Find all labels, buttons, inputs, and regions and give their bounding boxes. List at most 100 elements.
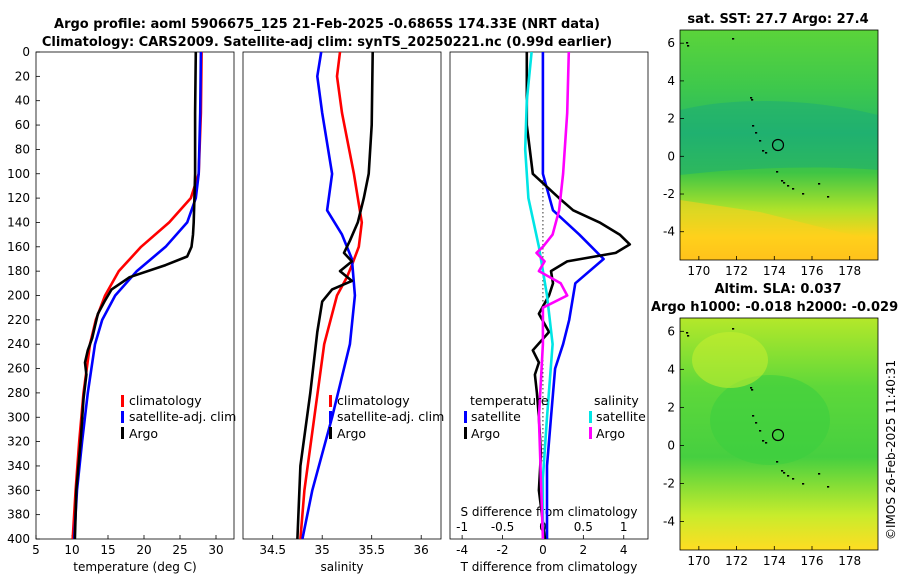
legend-label-climatology: climatology [129,393,202,408]
x-tick-label: 170 [687,554,710,568]
legend-swatch-argo [121,427,124,439]
island-markers [686,38,830,198]
legend-swatch-satellite [121,411,124,423]
x-axis-label: temperature (deg C) [73,560,196,574]
plot-frame [242,51,442,540]
legend-label-argo: Argo [337,426,366,441]
legend-label-t-argo: Argo [471,426,500,441]
sst-map-title: sat. SST: 27.7 Argo: 27.4 [687,12,868,27]
island-marker [751,389,754,391]
y-tick-label: 280 [7,386,30,400]
y-tick-label: 6 [667,36,675,50]
sla-map-frame [679,317,879,551]
sla-map-title-1: Altim. SLA: 0.037 [715,282,842,297]
x-tick-label: 178 [838,264,861,278]
y-tick-label: 300 [7,410,30,424]
x-tick-label: 176 [801,554,824,568]
island-marker [752,415,755,417]
x-tick-label: -4 [456,543,468,557]
argo-position-marker [771,428,785,442]
x2-axis-label: S difference from climatology [461,505,638,519]
island-marker [792,478,795,480]
series-line-t-argo [525,52,632,540]
y-tick-label: 6 [667,324,675,338]
y-tick-label: 40 [15,94,30,108]
x2-tick-label: -0.5 [491,520,514,534]
island-marker [776,461,779,463]
island-marker [802,483,805,485]
salinity-plot: 34.5 35 35.5 36 salinity [242,51,442,574]
island-marker [827,196,830,198]
y-tick-label: 240 [7,337,30,351]
x-tick-label: 178 [838,554,861,568]
legend-swatch-climatology [121,395,124,407]
y-tick-label: 340 [7,459,30,473]
island-marker [765,152,768,154]
legend-swatch-t-argo [464,427,467,439]
island-marker [686,332,689,334]
island-marker [687,335,690,337]
legend-swatch-satellite [329,411,332,423]
x2-tick-label: 0.5 [574,520,593,534]
island-marker [783,472,786,474]
legend-label-satellite: satellite-adj. clim [129,409,236,424]
island-marker [781,180,784,182]
y-tick-label: 20 [15,69,30,83]
x-tick-label: 5 [32,543,40,557]
y-tick-label: 80 [15,142,30,156]
y-tick-label: 160 [7,240,30,254]
y-tick-label: 4 [667,362,675,376]
island-marker [776,171,779,173]
legend-swatch-t-satellite [464,411,467,423]
island-marker [783,182,786,184]
temperature-plot: 0 20 40 60 80 100 120 140 160 180 200 220 240 260 280 3… [7,45,235,574]
watermark: ©IMOS 26-Feb-2025 11:40:31 [884,360,898,540]
sst-warm-patch [680,200,878,260]
sst-map-frame [679,29,879,261]
island-marker [759,140,762,142]
island-marker [686,42,689,44]
temperature-legend: climatology satellite-adj. clim Argo [121,393,236,441]
y-tick-label: 0 [22,45,30,59]
legend-title-temperature: temperature [470,393,549,408]
y-tick-label: 360 [7,483,30,497]
series-line-argo [73,51,198,540]
difference-legend: temperature satellite Argo salinity sate… [464,393,646,441]
sst-cool-band [680,100,878,175]
y-tick-label: 100 [7,167,30,181]
x-tick-label: 20 [136,543,151,557]
island-marker [751,99,754,101]
y-tick-label: 400 [7,532,30,546]
x-tick-label: 25 [172,543,187,557]
x-tick-label: 35 [315,543,330,557]
legend-swatch-s-satellite [589,411,592,423]
series-line-argo [296,51,374,540]
y-tick-label: 60 [15,118,30,132]
y-tick-label: 4 [667,74,675,88]
x2-tick-label: -1 [456,520,468,534]
island-marker [759,430,762,432]
island-marker [752,125,755,127]
y-tick-label: 200 [7,289,30,303]
island-marker [750,97,753,99]
y-tick-label: 260 [7,362,30,376]
legend-label-climatology: climatology [337,393,410,408]
salinity-legend: climatology satellite-adj. clim Argo [329,393,444,441]
sst-map: sat. SST: 27.7 Argo: 27.4 170 172 174 176 17… [663,12,879,278]
title-line-2: Climatology: CARS2009. Satellite-adj cli… [42,35,612,50]
legend-swatch-s-argo [589,427,592,439]
x2-tick-label: 1 [620,520,628,534]
difference-plot: -4 -2 0 2 4 T difference from climatology S di… [449,51,649,574]
x-tick-label: 34.5 [259,543,286,557]
island-marker [755,422,758,424]
x-tick-label: 10 [64,543,79,557]
island-marker [762,440,765,442]
island-marker [787,185,790,187]
sla-map-title-2: Argo h1000: -0.018 h2000: -0.029 [651,300,898,315]
x-tick-label: 36 [414,543,429,557]
x-tick-label: 0 [539,543,547,557]
plot-frame [35,51,235,540]
island-marker [818,473,821,475]
sla-low-patch [710,375,830,465]
